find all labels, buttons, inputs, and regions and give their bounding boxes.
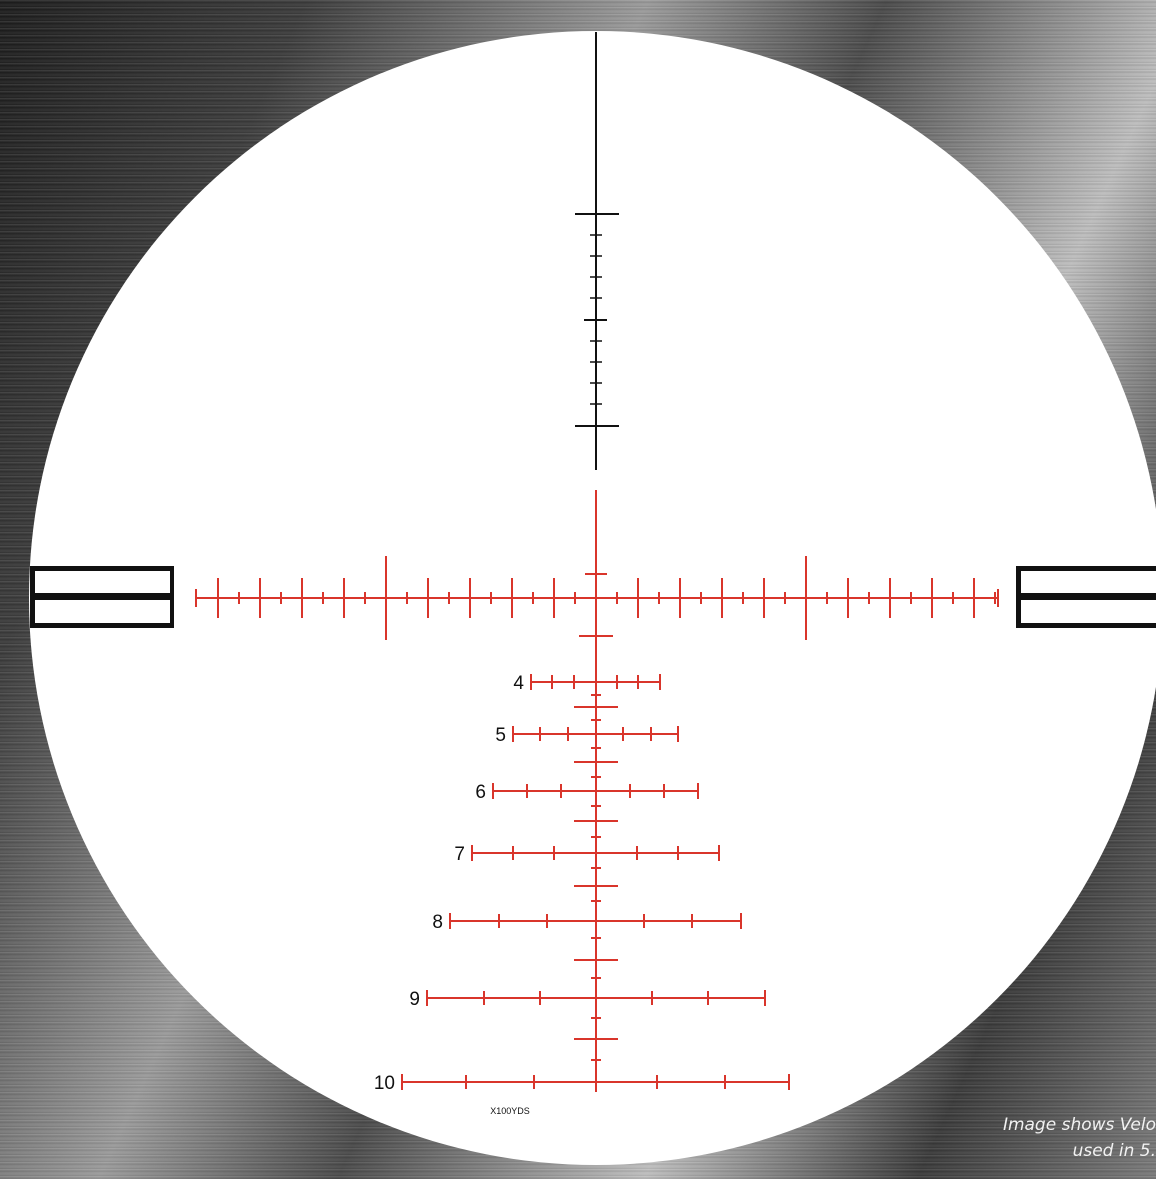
holdover-row-label: 4	[513, 673, 524, 694]
holdover-row-label: 8	[432, 912, 443, 933]
caption-line-1: Image shows Velo	[1002, 1115, 1156, 1135]
side-post-border	[30, 566, 35, 628]
side-post-border	[1016, 593, 1156, 600]
caption-line-2: used in 5.	[1072, 1141, 1156, 1161]
side-post-border	[170, 566, 174, 628]
side-post-border	[1016, 566, 1156, 571]
holdover-row-label: 5	[495, 725, 506, 746]
upper-elevation-post	[575, 32, 619, 470]
range-unit-label: X100YDS	[490, 1106, 530, 1116]
thick-side-posts	[30, 566, 1156, 628]
holdover-rows: 4 5 6 7 8 9 10	[374, 672, 790, 1094]
holdover-row-label: 9	[409, 989, 420, 1010]
side-post-border	[1016, 623, 1156, 628]
holdover-row-label: 6	[475, 782, 486, 803]
holdover-row-label: 10	[374, 1073, 395, 1094]
side-post-border	[30, 593, 174, 600]
side-post-border	[30, 566, 174, 571]
side-post-border	[1016, 566, 1020, 628]
side-post-border	[30, 623, 174, 628]
holdover-row-label: 7	[454, 844, 465, 865]
